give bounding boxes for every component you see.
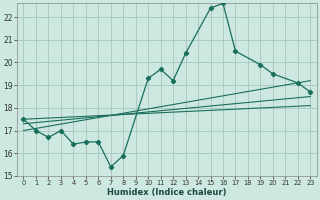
X-axis label: Humidex (Indice chaleur): Humidex (Indice chaleur) [107, 188, 227, 197]
